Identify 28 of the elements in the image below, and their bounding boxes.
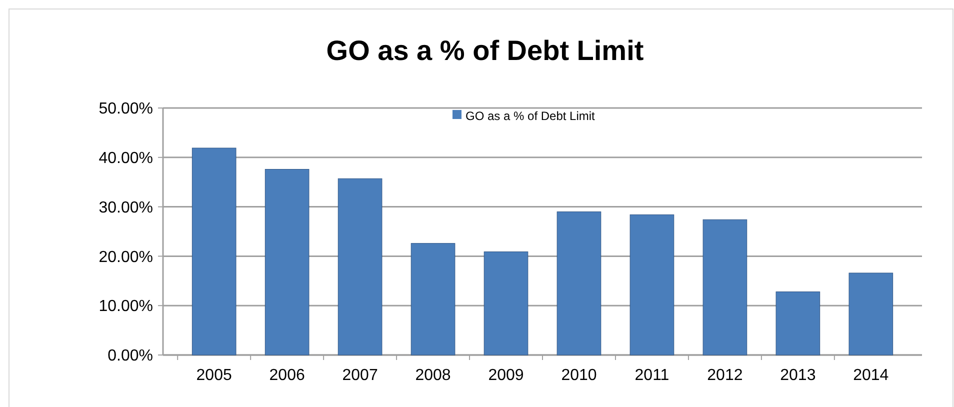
x-tick-label: 2005 (196, 367, 232, 384)
bar (264, 169, 310, 356)
legend-label: GO as a % of Debt Limit (466, 109, 596, 124)
bar (556, 211, 602, 356)
x-tick-label: 2008 (415, 367, 451, 384)
x-tick-label: 2011 (634, 367, 670, 384)
x-tick-label: 2012 (707, 367, 743, 384)
y-tick-label: 40.00% (98, 150, 153, 167)
bar (410, 243, 456, 356)
x-tick-label: 2009 (488, 367, 524, 384)
x-tick-label: 2013 (780, 367, 816, 384)
y-tick-label: 0.00% (108, 348, 153, 365)
bar (848, 272, 894, 356)
y-tick-label: 20.00% (98, 248, 153, 266)
bar (702, 219, 748, 356)
bar (338, 178, 382, 356)
bar (484, 252, 528, 356)
x-tick-label: 2010 (561, 367, 597, 384)
bar (192, 148, 236, 356)
chart-title: GO as a % of Debt Limit (326, 35, 644, 66)
y-tick-label: 30.00% (98, 199, 153, 216)
y-tick-label: 50.00% (98, 100, 153, 118)
x-tick-label: 2006 (269, 367, 305, 384)
bar (630, 214, 674, 356)
y-tick-label: 10.00% (98, 298, 153, 316)
bar (776, 292, 820, 356)
x-tick-label: 2007 (342, 367, 378, 384)
x-tick-label: 2014 (853, 367, 889, 384)
